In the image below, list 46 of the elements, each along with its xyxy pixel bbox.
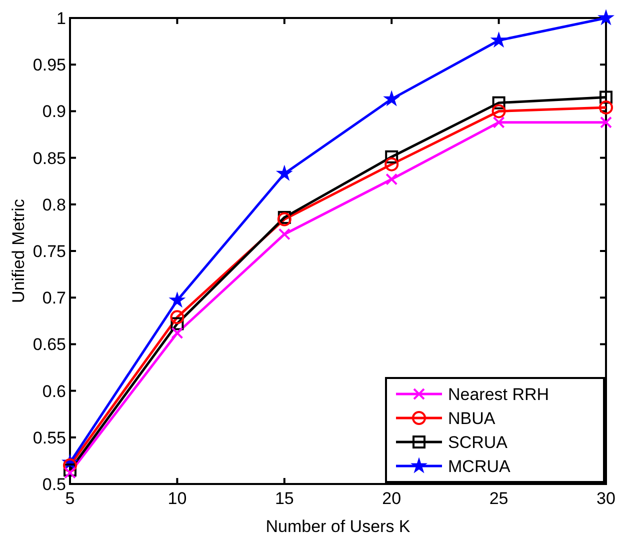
- y-tick-label: 1: [56, 8, 66, 28]
- y-tick-label: 0.85: [32, 148, 66, 168]
- legend-label: Nearest RRH: [448, 384, 550, 404]
- x-tick-label: 5: [65, 489, 75, 508]
- point: [492, 96, 506, 110]
- x-tick-label: 30: [596, 489, 616, 508]
- point: [64, 466, 76, 479]
- point: [276, 166, 292, 180]
- point: [63, 458, 77, 472]
- x-tick-label: 20: [382, 489, 402, 508]
- point: [492, 104, 506, 118]
- point: [170, 317, 184, 330]
- y-tick-label: 0.9: [42, 102, 66, 122]
- y-tick-label: 0.75: [32, 242, 66, 261]
- x-tick-label: 25: [489, 489, 508, 508]
- y-tick-label: 0.65: [32, 335, 66, 354]
- x-tick-label: 10: [168, 489, 187, 508]
- legend-label: MCRUA: [448, 456, 511, 476]
- point: [171, 327, 184, 340]
- legend-label: SCRUA: [448, 432, 508, 452]
- y-tick-label: 0.5: [42, 474, 66, 494]
- point: [491, 32, 506, 47]
- point: [600, 116, 612, 128]
- point: [386, 173, 398, 186]
- point: [385, 150, 398, 164]
- point: [170, 310, 184, 324]
- y-tick-label: 0.8: [42, 195, 66, 214]
- point: [598, 10, 614, 24]
- point: [384, 91, 400, 106]
- y-tick-label: 0.6: [42, 382, 66, 401]
- point: [277, 212, 292, 226]
- y-tick-label: 0.95: [32, 56, 66, 75]
- point: [64, 464, 76, 477]
- point: [492, 116, 505, 128]
- y-tick-label: 0.55: [32, 428, 66, 448]
- point: [170, 292, 185, 307]
- point: [384, 157, 399, 172]
- y-axis-title: Unified Metric: [9, 198, 28, 303]
- legend-label: NBUA: [448, 408, 496, 428]
- point: [600, 90, 612, 104]
- point: [278, 210, 291, 224]
- point: [278, 228, 290, 240]
- x-axis-title: Number of Users K: [266, 517, 411, 536]
- y-tick-label: 0.7: [42, 288, 66, 308]
- x-tick-label: 15: [274, 489, 294, 508]
- point: [599, 100, 613, 114]
